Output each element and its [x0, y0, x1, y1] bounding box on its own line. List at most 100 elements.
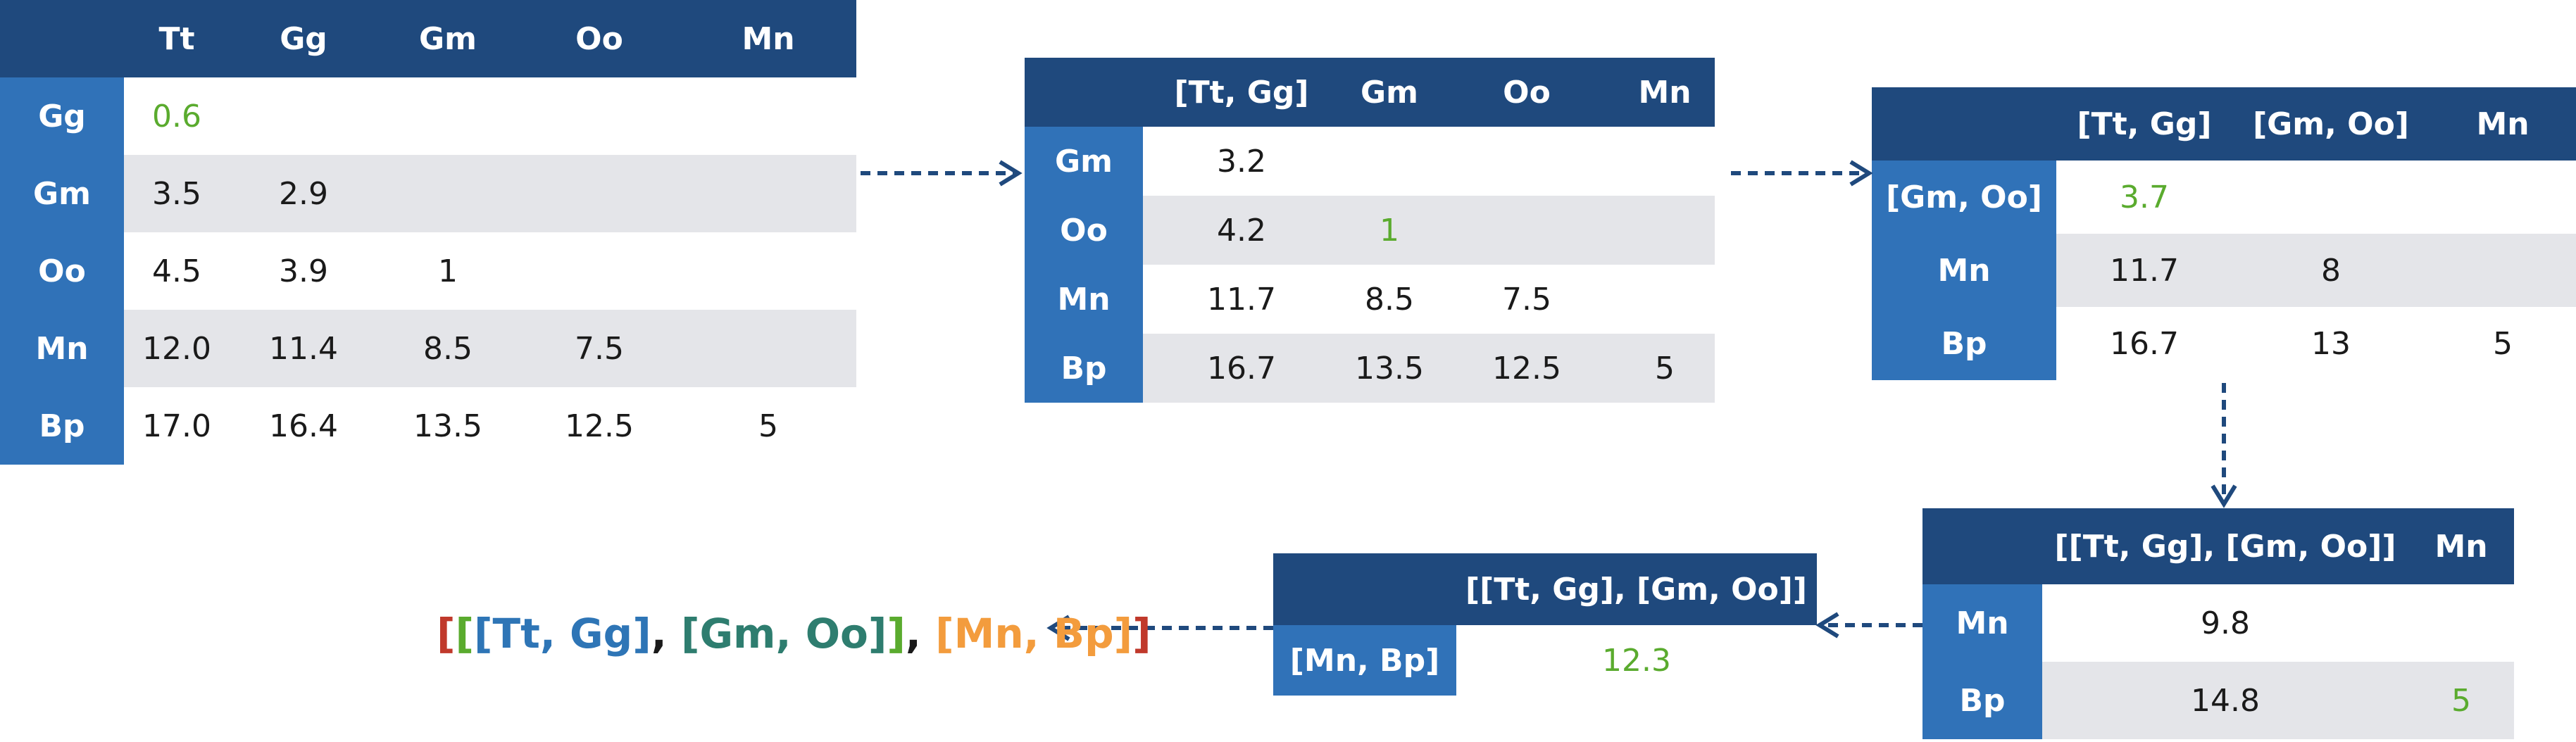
table-cell: 11.7 — [1207, 281, 1276, 317]
arrow-5-to-result — [1046, 615, 1273, 641]
table-cell: 13.5 — [1340, 334, 1439, 403]
table-cell: 14.8 — [2042, 662, 2408, 739]
table-row: Mn 9.8 — [1922, 584, 2514, 662]
table-cell — [2430, 234, 2576, 307]
table-cell: 7.5 — [1502, 281, 1551, 317]
table-cell: 17.0 — [142, 408, 211, 444]
row-label: Bp — [0, 387, 124, 465]
table-cell: 3.2 — [1217, 143, 1266, 180]
highlight-cell: 3.7 — [2120, 179, 2169, 215]
table-cell — [1615, 196, 1715, 265]
arrow-2-to-3 — [1731, 160, 1873, 187]
bracket: ] — [632, 610, 651, 658]
corner-cell — [1922, 508, 2042, 584]
cluster-pair: [Mn, Bp] — [935, 610, 1133, 658]
table-row: Mn 12.0 11.4 8.5 7.5 — [0, 310, 856, 387]
row-label: Gm — [0, 155, 124, 232]
col-header: Oo — [1439, 58, 1615, 127]
separator: , — [651, 610, 681, 658]
table-row: Bp 14.8 5 — [1922, 662, 2514, 739]
table-cell: 4.2 — [1143, 196, 1340, 265]
row-label: Mn — [1872, 234, 2056, 307]
table-row: Oo 4.2 1 — [1025, 196, 1715, 265]
table-cell: 7.5 — [518, 310, 680, 387]
table-cell: 12.5 — [1439, 334, 1615, 403]
row-label: Bp — [1872, 307, 2056, 380]
table-row: Bp 16.7 13 5 — [1872, 307, 2576, 380]
table-cell: 16.4 — [269, 408, 338, 444]
table-cell: 5 — [758, 408, 778, 444]
table-row: Gm 3.2 — [1025, 127, 1715, 196]
highlight-cell: 1 — [1340, 196, 1439, 265]
table-cell: 16.7 — [1143, 334, 1340, 403]
row-label: Bp — [1922, 662, 2042, 739]
highlight-cell: 0.6 — [152, 98, 201, 134]
row-label: Mn — [1025, 265, 1143, 334]
table-cell — [1439, 196, 1615, 265]
corner-cell — [1872, 87, 2056, 161]
col-header: Gm — [377, 0, 518, 77]
distance-matrix-5: [[Tt, Gg], [Gm, Oo]] [Mn, Bp] 12.3 — [1273, 553, 1817, 696]
table-row: Gm 3.5 2.9 — [0, 155, 856, 232]
row-label: Oo — [1025, 196, 1143, 265]
col-header: Gg — [230, 0, 377, 77]
table-cell: 3.5 — [124, 155, 230, 232]
arrow-4-to-5 — [1815, 612, 1922, 639]
corner-cell — [0, 0, 124, 77]
col-header: [[Tt, Gg], [Gm, Oo]] — [2042, 508, 2408, 584]
col-header: Tt — [124, 0, 230, 77]
distance-matrix-4: [[Tt, Gg], [Gm, Oo]] Mn Mn 9.8 Bp 14.8 5 — [1922, 508, 2514, 739]
col-header: Mn — [680, 0, 856, 77]
table-cell: 16.7 — [2110, 325, 2179, 362]
final-cluster-expression: [[[Tt, Gg], [Gm, Oo]], [Mn, Bp]] — [437, 610, 1151, 658]
col-header: [[Tt, Gg], [Gm, Oo]] — [1456, 553, 1817, 625]
table-row: [Mn, Bp] 12.3 — [1273, 625, 1817, 696]
table-cell: 11.4 — [230, 310, 377, 387]
table-row: Mn 11.7 8 — [1872, 234, 2576, 307]
col-header: Mn — [1615, 58, 1715, 127]
table-cell — [680, 310, 856, 387]
table-cell: 4.5 — [152, 253, 201, 289]
bracket: [ — [474, 610, 493, 658]
row-label: Gm — [1025, 127, 1143, 196]
row-label: Gg — [0, 77, 124, 155]
table-cell: 13 — [2311, 325, 2351, 362]
table-row: Bp 17.0 16.4 13.5 12.5 5 — [0, 387, 856, 465]
row-label: Bp — [1025, 334, 1143, 403]
table-cell: 3.9 — [279, 253, 328, 289]
col-header: Mn — [2430, 87, 2576, 161]
corner-cell — [1025, 58, 1143, 127]
col-header: [Gm, Oo] — [2232, 87, 2430, 161]
highlight-cell: 12.3 — [1602, 642, 1671, 679]
arrow-3-to-4 — [2211, 383, 2237, 508]
table-cell: 13.5 — [413, 408, 482, 444]
table-row: Gg 0.6 — [0, 77, 856, 155]
bracket: ] — [887, 610, 906, 658]
table-cell: 9.8 — [2201, 605, 2250, 641]
cluster-pair: [Gm, Oo] — [680, 610, 887, 658]
table-cell: 5 — [2493, 325, 2513, 362]
table-cell: 2.9 — [230, 155, 377, 232]
table-cell — [377, 155, 518, 232]
distance-matrix-1: Tt Gg Gm Oo Mn Gg 0.6 Gm 3.5 2.9 Oo 4.5 … — [0, 0, 856, 465]
table-cell: 8.5 — [377, 310, 518, 387]
highlight-cell: 5 — [2408, 662, 2514, 739]
cluster-pair: Tt, Gg — [492, 610, 633, 658]
row-label: Mn — [1922, 584, 2042, 662]
bracket: [ — [437, 610, 456, 658]
col-header: [Tt, Gg] — [1143, 58, 1340, 127]
col-header: [Tt, Gg] — [2056, 87, 2232, 161]
distance-matrix-2: [Tt, Gg] Gm Oo Mn Gm 3.2 Oo 4.2 1 Mn 11.… — [1025, 58, 1715, 403]
row-label: Oo — [0, 232, 124, 310]
corner-cell — [1273, 553, 1456, 625]
row-label: Mn — [0, 310, 124, 387]
distance-matrix-3: [Tt, Gg] [Gm, Oo] Mn [Gm, Oo] 3.7 Mn 11.… — [1872, 87, 2576, 380]
bracket: ] — [1132, 610, 1151, 658]
col-header: Mn — [2408, 508, 2514, 584]
col-header: Gm — [1340, 58, 1439, 127]
table-cell: 8 — [2232, 234, 2430, 307]
table-cell: 12.5 — [565, 408, 634, 444]
col-header: Oo — [518, 0, 680, 77]
row-label: [Mn, Bp] — [1273, 625, 1456, 696]
